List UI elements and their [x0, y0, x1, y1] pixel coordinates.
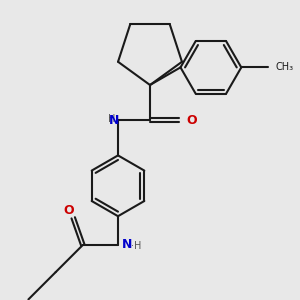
Text: CH₃: CH₃ [275, 62, 294, 72]
Text: ·H: ·H [131, 241, 141, 251]
Text: H: H [108, 114, 115, 124]
Text: N: N [122, 238, 132, 251]
Text: O: O [187, 114, 197, 127]
Text: N: N [109, 114, 119, 127]
Text: O: O [63, 204, 74, 217]
